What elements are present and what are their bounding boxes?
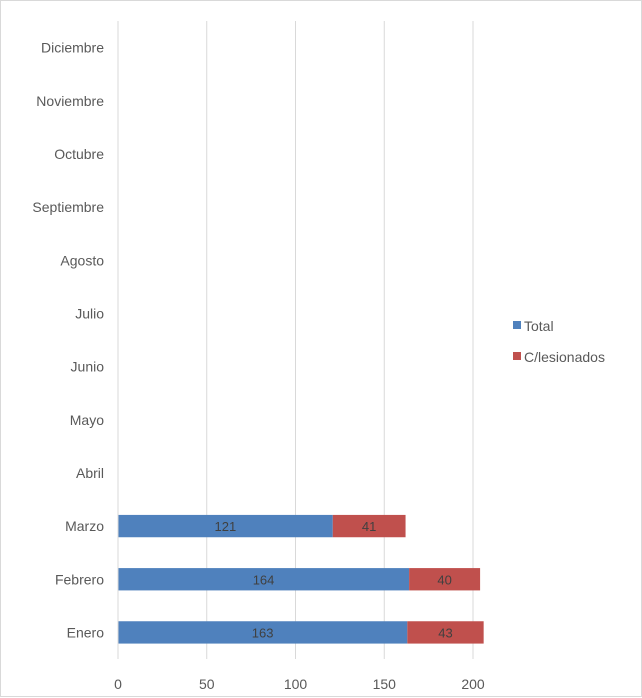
data-label-enero-c-lesionados: 43	[438, 625, 452, 640]
category-label-abril: Abril	[76, 465, 104, 481]
category-label-febrero: Febrero	[55, 571, 104, 587]
category-label-enero: Enero	[67, 624, 105, 640]
bar-enero-total	[118, 621, 408, 644]
category-label-noviembre: Noviembre	[36, 93, 104, 109]
x-tick-label-100: 100	[284, 676, 308, 692]
x-tick-label-0: 0	[114, 676, 122, 692]
x-tick-label-150: 150	[373, 676, 397, 692]
category-label-junio: Junio	[71, 359, 105, 375]
category-label-diciembre: Diciembre	[41, 40, 104, 56]
legend-swatch-c-lesionados	[513, 352, 521, 360]
legend-label-c-lesionados: C/lesionados	[524, 349, 605, 365]
data-label-enero-total: 163	[252, 625, 274, 640]
bar-febrero-total	[118, 568, 410, 591]
data-label-marzo-c-lesionados: 41	[362, 519, 376, 534]
data-label-febrero-c-lesionados: 40	[437, 572, 451, 587]
category-label-julio: Julio	[75, 305, 104, 321]
x-tick-label-50: 50	[199, 676, 215, 692]
data-label-febrero-total: 164	[253, 572, 275, 587]
bar-febrero-c-lesionados	[409, 568, 481, 591]
bar-enero-c-lesionados	[407, 621, 484, 644]
category-label-marzo: Marzo	[65, 518, 104, 534]
bar-marzo-c-lesionados	[332, 514, 406, 538]
category-label-septiembre: Septiembre	[32, 199, 104, 215]
legend-swatch-total	[513, 321, 521, 329]
category-label-octubre: Octubre	[54, 146, 104, 162]
x-tick-label-200: 200	[461, 676, 485, 692]
data-label-marzo-total: 121	[215, 519, 237, 534]
legend-label-total: Total	[524, 318, 554, 334]
category-label-mayo: Mayo	[70, 412, 104, 428]
bar-marzo-total	[118, 514, 333, 538]
category-label-agosto: Agosto	[60, 252, 104, 268]
